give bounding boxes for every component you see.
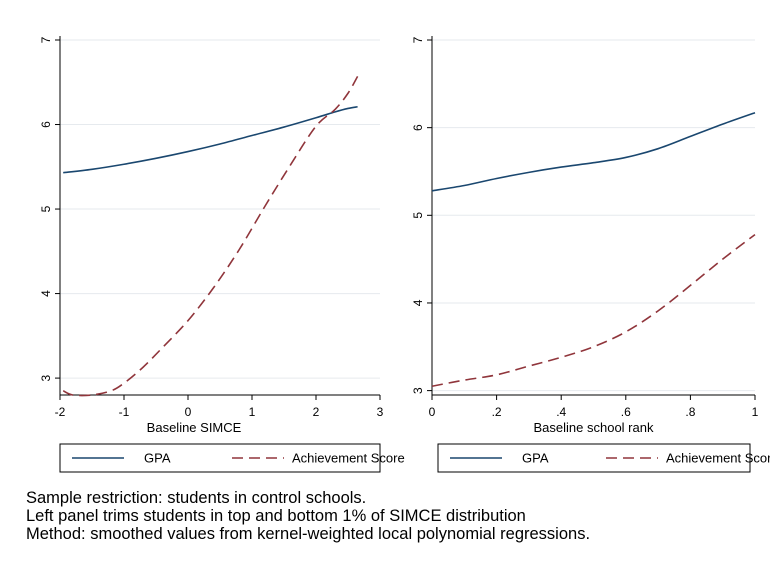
- y-tick-label: 7: [411, 36, 425, 43]
- x-tick-label: -1: [119, 405, 130, 419]
- note-sample-restriction: Sample restriction: students in control …: [26, 489, 367, 507]
- legend-label-achievement-score: Achievement Score: [292, 451, 405, 466]
- y-tick-label: 3: [411, 387, 425, 394]
- x-tick-label: 0: [429, 405, 436, 419]
- right-panel: 3 4 5 6 7 0 .2 .4 .6 .8 1 Baseline school rank GPA Ac…: [411, 36, 770, 473]
- x-tick-label: .8: [685, 405, 695, 419]
- series-line-achievement-score: [431, 233, 756, 388]
- left-panel: 3 4 5 6 7 -2 -1 0 1 2 3 Baseline SIMCE GPA Achievemen…: [39, 36, 405, 473]
- y-tick-label: 5: [39, 205, 53, 212]
- y-tick-label: 7: [39, 36, 53, 43]
- x-axis-title: Baseline SIMCE: [147, 420, 242, 435]
- y-tick-label: 6: [39, 121, 53, 128]
- y-tick-label: 6: [411, 124, 425, 131]
- series-line-gpa: [63, 105, 358, 174]
- y-tick-label: 5: [411, 212, 425, 219]
- x-tick-label: 2: [313, 405, 320, 419]
- legend-label-achievement-score: Achievement Score: [666, 451, 770, 466]
- x-tick-label: -2: [55, 405, 66, 419]
- legend-label-gpa: GPA: [522, 451, 549, 466]
- x-tick-label: 1: [752, 405, 759, 419]
- y-tick-label: 4: [39, 290, 53, 297]
- y-tick-label: 3: [39, 374, 53, 381]
- y-tick-label: 4: [411, 299, 425, 306]
- x-tick-label: .6: [621, 405, 631, 419]
- x-tick-label: .4: [556, 405, 566, 419]
- x-tick-label: 0: [185, 405, 192, 419]
- note-trimming: Left panel trims students in top and bot…: [26, 507, 526, 525]
- note-method: Method: smoothed values from kernel-weig…: [26, 525, 591, 543]
- x-axis-title: Baseline school rank: [534, 420, 654, 435]
- x-tick-label: 1: [249, 405, 256, 419]
- series-line-achievement-score: [62, 75, 359, 397]
- x-tick-label: 3: [377, 405, 384, 419]
- legend-label-gpa: GPA: [144, 451, 171, 466]
- series-line-gpa: [431, 111, 756, 192]
- figure-notes: Sample restriction: students in control …: [26, 489, 590, 543]
- x-tick-label: .2: [492, 405, 502, 419]
